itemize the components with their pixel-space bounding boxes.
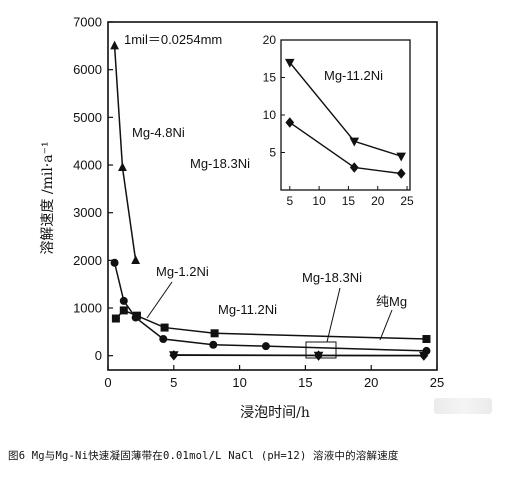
inset-background (279, 32, 416, 214)
series-Mg-4.8Ni (110, 40, 141, 264)
data-point (209, 340, 218, 349)
data-point (132, 311, 141, 320)
data-point (159, 335, 168, 344)
data-point (110, 258, 119, 267)
zoom-region-box (305, 341, 337, 359)
inset-x-tick-label: 20 (371, 194, 385, 208)
inset-y-tick-label: 10 (263, 108, 277, 122)
y-tick-label: 2000 (73, 253, 102, 268)
inset-data-point (284, 58, 295, 68)
data-point (313, 351, 324, 361)
figure-caption: 图6 Mg与Mg-Ni快速凝固薄带在0.01mol/L NaCl (pH=12)… (8, 450, 399, 462)
inset-series-Mg-11.2Ni (284, 58, 407, 162)
x-tick-label: 5 (170, 375, 177, 390)
inset-x-tick-label: 10 (312, 194, 326, 208)
x-tick-label: 0 (104, 375, 111, 390)
data-point (160, 323, 169, 332)
series-Mg-11.2Ni (169, 351, 429, 361)
data-point (118, 162, 127, 171)
y-tick-label: 6000 (73, 62, 102, 77)
x-tick-label: 20 (364, 375, 378, 390)
y-tick-label: 5000 (73, 110, 102, 125)
data-point (261, 342, 270, 351)
inset-series-Mg-18.3Ni (285, 117, 406, 179)
data-point (110, 40, 119, 50)
y-tick-label: 7000 (73, 15, 102, 30)
data-point (422, 335, 431, 344)
x-tick-label: 25 (430, 375, 444, 390)
inset-data-point (396, 168, 406, 179)
data-point (119, 296, 128, 305)
series-label-Mg-1.2Ni: Mg-1.2Ni (156, 264, 209, 279)
inset-y-tick-label: 20 (263, 33, 277, 47)
inset-data-point (285, 117, 295, 128)
data-point (119, 306, 128, 315)
x-tick-label: 15 (298, 375, 312, 390)
data-point (131, 255, 141, 264)
unit-annotation: 1mil＝0.0254mm (124, 32, 222, 47)
inset-x-tick-label: 15 (342, 194, 356, 208)
leader-line (146, 281, 173, 319)
leader-line (326, 287, 341, 343)
series-label-纯Mg: 纯Mg (376, 294, 407, 309)
chart: 0 5 10 15 20 2501000200030004000500060007000 … (40, 15, 444, 422)
x-tick-label: 10 (232, 375, 246, 390)
data-point (169, 351, 179, 361)
inset-y-tick-label: 5 (269, 146, 276, 160)
series-label-Mg-11.2Ni: Mg-11.2Ni (218, 302, 277, 317)
series-line (113, 45, 137, 261)
series-line (173, 354, 424, 357)
y-tick-label: 4000 (73, 158, 102, 173)
y-tick-label: 1000 (73, 301, 102, 316)
series-label-Mg-4.8Ni: Mg-4.8Ni (132, 125, 185, 140)
inset-data-point (349, 162, 359, 173)
series-Mg-1.2Ni (110, 258, 431, 355)
inset-y-tick-label: 15 (263, 71, 277, 85)
series-纯Mg (111, 306, 431, 344)
data-point (210, 329, 219, 338)
inset-series-label-Mg-11.2Ni: Mg-11.2Ni (324, 68, 383, 83)
data-point (419, 351, 429, 361)
data-point (111, 314, 120, 323)
y-tick-label: 0 (95, 348, 102, 363)
series-label-Mg-18.3Ni: Mg-18.3Ni (302, 270, 362, 285)
y-tick-label: 3000 (73, 205, 102, 220)
watermark (434, 398, 492, 414)
inset-series-label-Mg-18.3Ni: Mg-18.3Ni (190, 156, 250, 171)
inset-data-point (349, 137, 360, 147)
inset-data-point (396, 152, 407, 162)
inset-x-tick-label: 5 (286, 194, 293, 208)
inset-x-tick-label: 25 (400, 194, 414, 208)
y-axis-title: 溶解速度 /mil·a⁻¹ (40, 141, 56, 254)
plot-frame (107, 21, 438, 371)
leader-line (379, 309, 393, 341)
x-axis-title: 浸泡时间/h (240, 405, 310, 421)
